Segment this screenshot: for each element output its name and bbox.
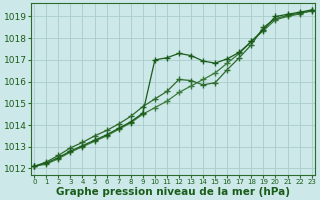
X-axis label: Graphe pression niveau de la mer (hPa): Graphe pression niveau de la mer (hPa)	[56, 187, 290, 197]
